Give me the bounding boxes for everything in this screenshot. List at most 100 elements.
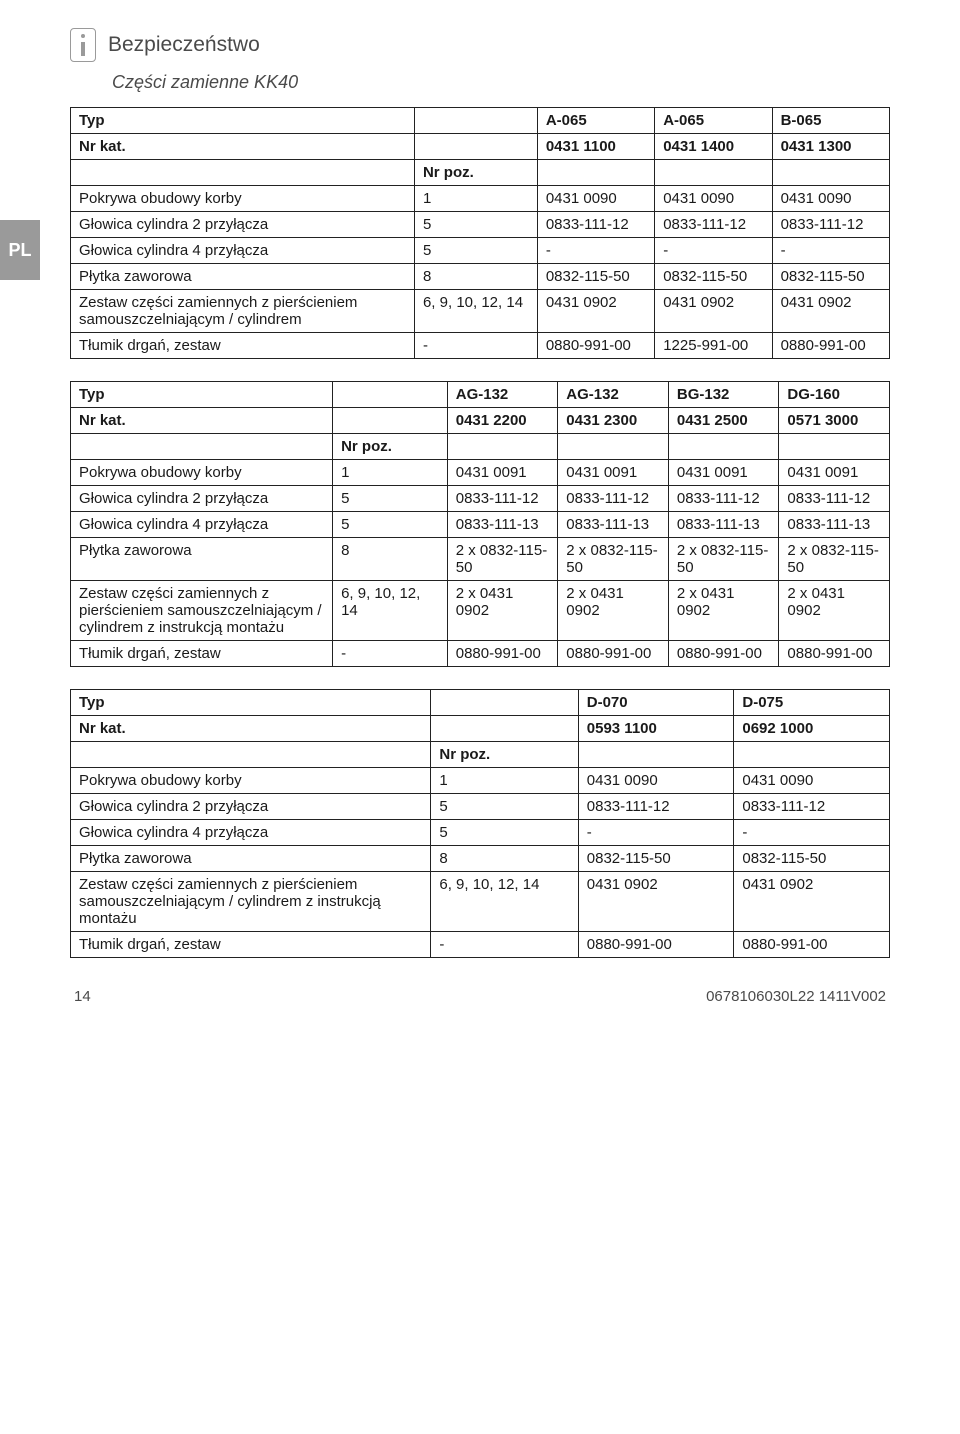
row-pos: 1 bbox=[431, 768, 578, 794]
row-label: Głowica cylindra 4 przyłącza bbox=[71, 820, 431, 846]
cell: - bbox=[537, 238, 654, 264]
t2-kat-3: 0571 3000 bbox=[779, 408, 890, 434]
doc-code: 0678106030L22 1411V002 bbox=[706, 988, 886, 1005]
cell: 0431 0090 bbox=[578, 768, 734, 794]
cell: - bbox=[655, 238, 772, 264]
cell: 0833-111-12 bbox=[668, 486, 779, 512]
t1-kat-2: 0431 1300 bbox=[772, 134, 889, 160]
row-pos: 6, 9, 10, 12, 14 bbox=[414, 290, 537, 333]
empty-cell bbox=[333, 408, 448, 434]
empty-cell bbox=[779, 434, 890, 460]
row-label: Głowica cylindra 2 przyłącza bbox=[71, 212, 415, 238]
row-pos: 1 bbox=[414, 186, 537, 212]
cell: 2 x 0431 0902 bbox=[779, 581, 890, 641]
row-label: Głowica cylindra 4 przyłącza bbox=[71, 238, 415, 264]
cell: 0431 0902 bbox=[772, 290, 889, 333]
spec-table-2: Typ AG-132 AG-132 BG-132 DG-160 Nr kat. … bbox=[70, 381, 890, 667]
label-nrkat: Nr kat. bbox=[71, 716, 431, 742]
t2-type-1: AG-132 bbox=[558, 382, 669, 408]
cell: 2 x 0832-115-50 bbox=[779, 538, 890, 581]
info-icon bbox=[70, 28, 96, 62]
row-label: Tłumik drgań, zestaw bbox=[71, 641, 333, 667]
cell: 0833-111-13 bbox=[447, 512, 558, 538]
cell: - bbox=[734, 820, 890, 846]
cell: 0880-991-00 bbox=[734, 932, 890, 958]
empty-cell bbox=[71, 742, 431, 768]
empty-cell bbox=[71, 434, 333, 460]
t3-kat-0: 0593 1100 bbox=[578, 716, 734, 742]
row-pos: 8 bbox=[333, 538, 448, 581]
label-typ: Typ bbox=[71, 108, 415, 134]
row-pos: - bbox=[431, 932, 578, 958]
cell: 0880-991-00 bbox=[779, 641, 890, 667]
cell: 0431 0091 bbox=[447, 460, 558, 486]
cell: 0833-111-12 bbox=[734, 794, 890, 820]
cell: 2 x 0832-115-50 bbox=[668, 538, 779, 581]
cell: 0833-111-12 bbox=[779, 486, 890, 512]
t1-type-2: B-065 bbox=[772, 108, 889, 134]
t2-type-2: BG-132 bbox=[668, 382, 779, 408]
label-nrpoz: Nr poz. bbox=[431, 742, 578, 768]
row-label: Głowica cylindra 4 przyłącza bbox=[71, 512, 333, 538]
cell: 0431 0090 bbox=[655, 186, 772, 212]
t1-type-1: A-065 bbox=[655, 108, 772, 134]
cell: 0832-115-50 bbox=[578, 846, 734, 872]
cell: - bbox=[772, 238, 889, 264]
spec-table-3: Typ D-070 D-075 Nr kat. 0593 1100 0692 1… bbox=[70, 689, 890, 958]
t2-kat-1: 0431 2300 bbox=[558, 408, 669, 434]
spec-table-1: Typ A-065 A-065 B-065 Nr kat. 0431 1100 … bbox=[70, 107, 890, 359]
empty-cell bbox=[431, 716, 578, 742]
cell: 0833-111-13 bbox=[668, 512, 779, 538]
row-pos: 8 bbox=[431, 846, 578, 872]
row-pos: 6, 9, 10, 12, 14 bbox=[333, 581, 448, 641]
empty-cell bbox=[333, 382, 448, 408]
row-label: Tłumik drgań, zestaw bbox=[71, 333, 415, 359]
row-pos: 5 bbox=[431, 820, 578, 846]
cell: 0431 0091 bbox=[668, 460, 779, 486]
cell: 0880-991-00 bbox=[447, 641, 558, 667]
row-label: Zestaw części zamiennych z pierścieniem … bbox=[71, 872, 431, 932]
row-pos: 6, 9, 10, 12, 14 bbox=[431, 872, 578, 932]
row-label: Pokrywa obudowy korby bbox=[71, 186, 415, 212]
row-label: Płytka zaworowa bbox=[71, 264, 415, 290]
empty-cell bbox=[558, 434, 669, 460]
cell: 0880-991-00 bbox=[668, 641, 779, 667]
empty-cell bbox=[578, 742, 734, 768]
cell: 0880-991-00 bbox=[578, 932, 734, 958]
cell: 0833-111-13 bbox=[779, 512, 890, 538]
cell: 0431 0091 bbox=[779, 460, 890, 486]
t1-kat-0: 0431 1100 bbox=[537, 134, 654, 160]
cell: 0832-115-50 bbox=[537, 264, 654, 290]
empty-cell bbox=[655, 160, 772, 186]
row-pos: 8 bbox=[414, 264, 537, 290]
t2-type-0: AG-132 bbox=[447, 382, 558, 408]
empty-cell bbox=[734, 742, 890, 768]
cell: 0431 0090 bbox=[734, 768, 890, 794]
cell: 0431 0090 bbox=[772, 186, 889, 212]
cell: 2 x 0431 0902 bbox=[447, 581, 558, 641]
t2-kat-2: 0431 2500 bbox=[668, 408, 779, 434]
cell: 2 x 0431 0902 bbox=[558, 581, 669, 641]
row-label: Pokrywa obudowy korby bbox=[71, 768, 431, 794]
cell: - bbox=[578, 820, 734, 846]
empty-cell bbox=[71, 160, 415, 186]
row-label: Tłumik drgań, zestaw bbox=[71, 932, 431, 958]
row-label: Zestaw części zamiennych z pierścieniem … bbox=[71, 290, 415, 333]
cell: 0431 0902 bbox=[655, 290, 772, 333]
row-label: Głowica cylindra 2 przyłącza bbox=[71, 794, 431, 820]
row-pos: 5 bbox=[333, 512, 448, 538]
cell: 0833-111-12 bbox=[772, 212, 889, 238]
t2-kat-0: 0431 2200 bbox=[447, 408, 558, 434]
cell: 0833-111-12 bbox=[447, 486, 558, 512]
cell: 0431 0902 bbox=[578, 872, 734, 932]
label-typ: Typ bbox=[71, 382, 333, 408]
row-pos: 5 bbox=[431, 794, 578, 820]
row-pos: 5 bbox=[333, 486, 448, 512]
cell: 0833-111-13 bbox=[558, 512, 669, 538]
cell: 0431 0090 bbox=[537, 186, 654, 212]
label-nrpoz: Nr poz. bbox=[414, 160, 537, 186]
empty-cell bbox=[431, 690, 578, 716]
page-title: Bezpieczeństwo bbox=[108, 33, 260, 57]
cell: 0880-991-00 bbox=[537, 333, 654, 359]
language-tab: PL bbox=[0, 220, 40, 280]
